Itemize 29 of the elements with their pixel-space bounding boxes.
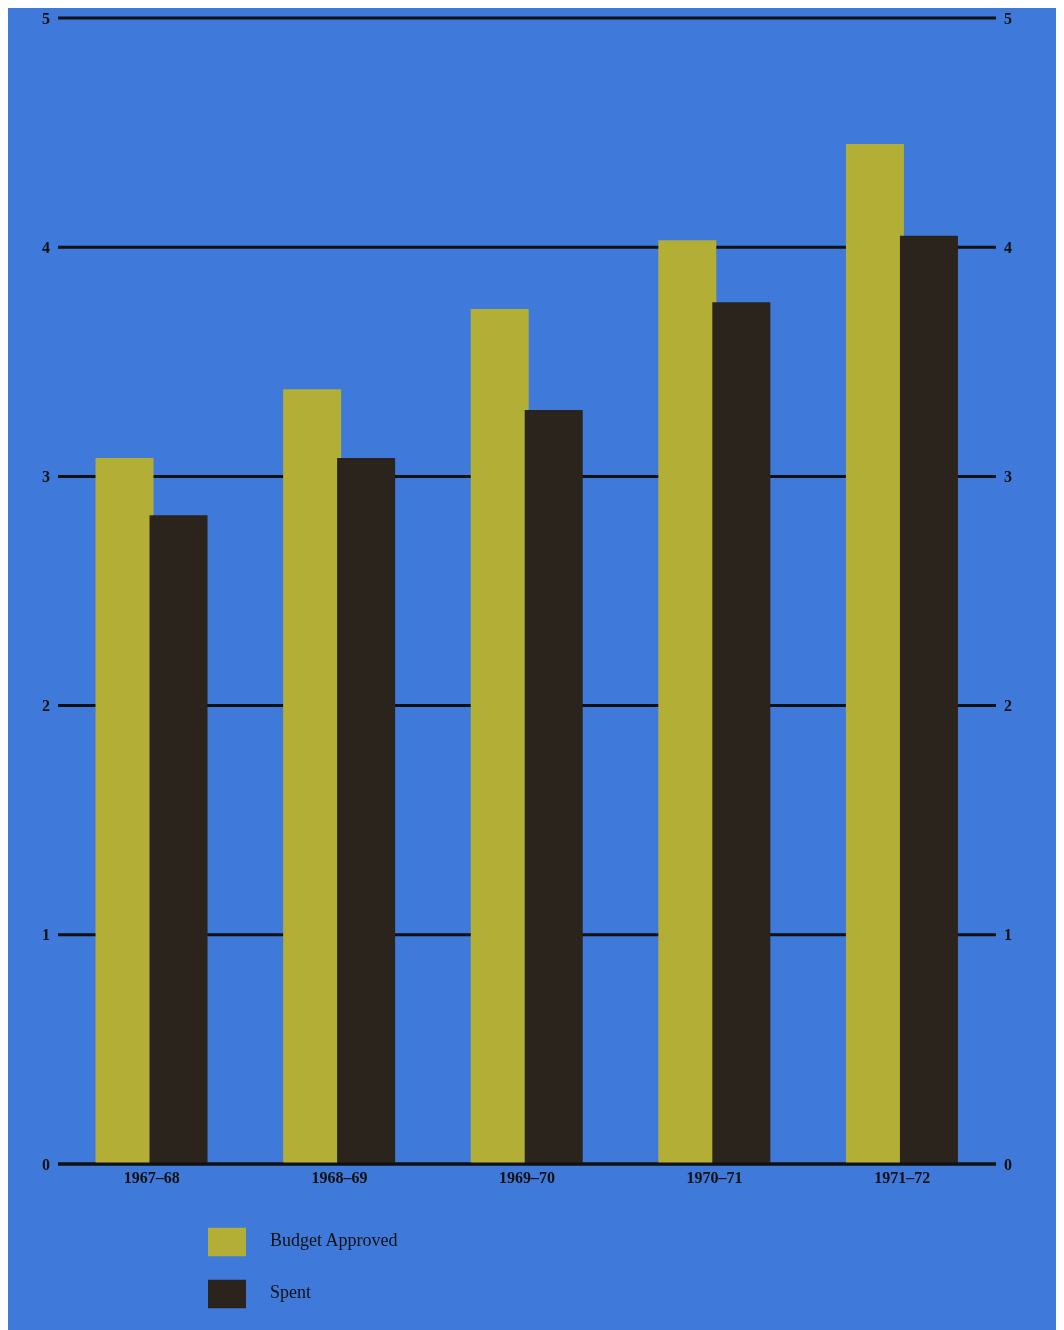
y-tick-label: 0 — [42, 1155, 50, 1173]
x-tick-label: 1970–71 — [686, 1169, 743, 1187]
legend-label: Budget Approved — [270, 1230, 398, 1250]
legend-label: Spent — [270, 1282, 312, 1302]
y-tick-label: 3 — [42, 468, 50, 486]
x-tick-label: 1968–69 — [311, 1169, 368, 1187]
bar — [712, 302, 771, 1164]
bar — [337, 458, 396, 1164]
bar — [95, 458, 154, 1164]
y-tick-label: 4 — [42, 238, 50, 256]
bar — [470, 309, 529, 1164]
bar — [283, 389, 342, 1164]
bar — [658, 240, 717, 1164]
bar — [899, 235, 958, 1164]
bar — [149, 515, 208, 1164]
bar — [845, 144, 904, 1164]
x-tick-label: 1971–72 — [874, 1169, 931, 1187]
x-tick-label: 1969–70 — [499, 1169, 555, 1187]
y2-tick-label: 1 — [1004, 926, 1012, 944]
y2-tick-label: 3 — [1004, 468, 1012, 486]
y2-tick-label: 4 — [1004, 238, 1012, 256]
y2-tick-label: 5 — [1004, 9, 1012, 27]
x-tick-label: 1967–68 — [123, 1169, 180, 1187]
y-tick-label: 2 — [42, 697, 50, 715]
y-tick-label: 1 — [42, 926, 50, 944]
y-tick-label: 5 — [42, 9, 50, 27]
y2-tick-label: 2 — [1004, 697, 1012, 715]
y2-tick-label: 0 — [1004, 1155, 1012, 1173]
bar — [524, 409, 583, 1164]
